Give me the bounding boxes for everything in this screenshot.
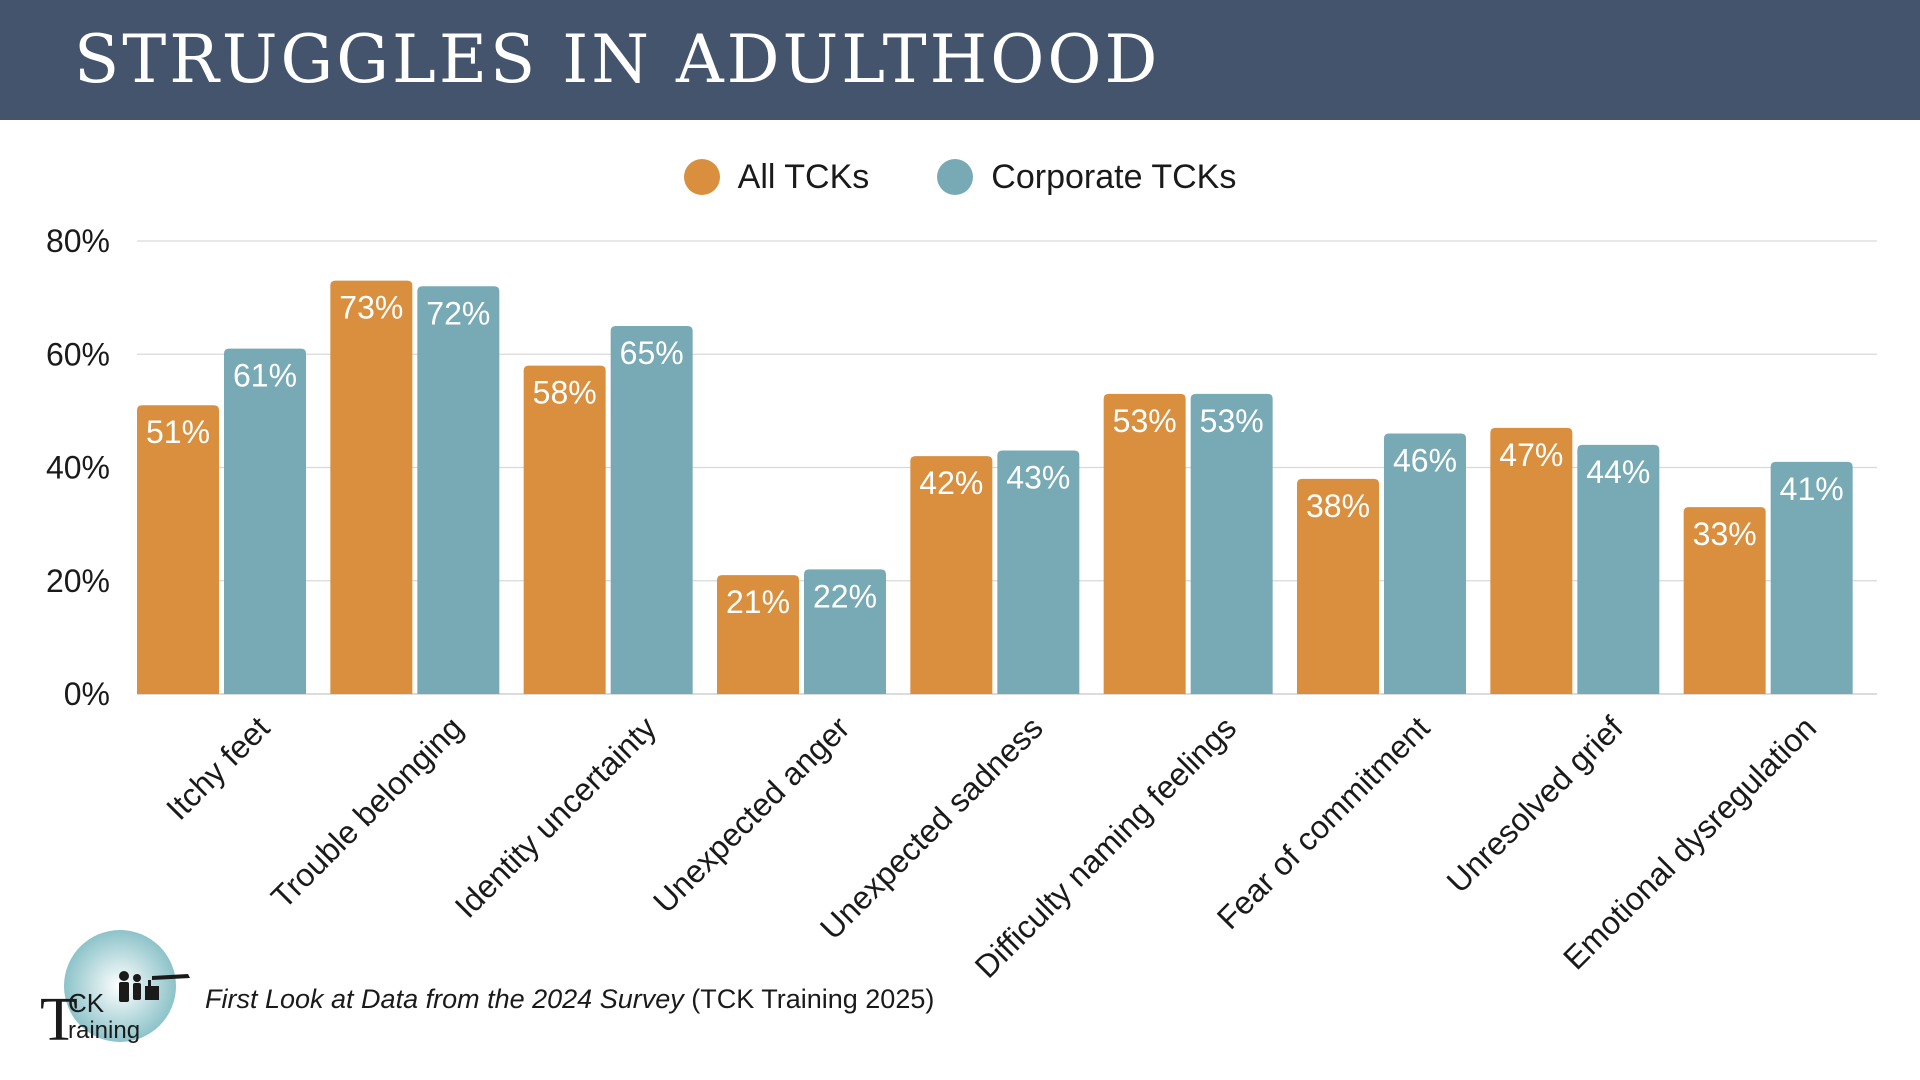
bar [804,569,886,694]
data-label: 44% [1586,454,1650,490]
data-label: 38% [1306,488,1370,524]
data-label: 21% [726,584,790,620]
data-label: 43% [1006,460,1070,496]
legend-label-corporate-tcks: Corporate TCKs [991,157,1237,196]
bar [137,405,219,694]
legend-swatch-all-tcks [683,159,720,195]
chart-legend: All TCKs Corporate TCKs [0,150,1920,204]
category-label: Itchy feet [159,709,276,826]
logo-text-ck: CK [68,988,105,1018]
data-label: 65% [620,335,684,371]
bar [523,365,606,694]
bar [1103,393,1186,694]
bar [1297,478,1379,694]
data-label: 53% [1113,403,1177,439]
logo-family-silhouette [119,971,190,1002]
bar [417,286,500,694]
bar [717,575,799,694]
y-tick-label: 40% [46,450,110,486]
data-label: 46% [1393,443,1457,479]
category-label: Identity uncertainty [448,709,663,924]
header-bar: STRUGGLES IN ADULTHOOD [0,0,1920,120]
category-label: Unexpected anger [646,709,857,920]
bar [1577,444,1660,694]
page-title: STRUGGLES IN ADULTHOOD [74,21,1161,98]
y-tick-label: 80% [46,223,110,259]
bar [1683,507,1766,694]
bar [330,280,413,694]
logo-text-raining: raining [68,1017,140,1044]
data-label: 73% [339,290,403,326]
source-attribution: (TCK Training 2025) [683,984,935,1014]
tck-training-logo: T CK raining [40,930,190,1044]
bar [910,456,993,694]
legend-label-all-tcks: All TCKs [737,157,870,196]
category-label: Fear of commitment [1210,709,1437,936]
bar [1490,427,1573,694]
bar [1384,433,1466,694]
y-tick-label: 20% [46,563,110,599]
legend-swatch-corporate-tcks [937,159,974,195]
category-label: Trouble belonging [264,709,470,915]
data-label: 58% [533,375,597,411]
data-label: 51% [146,414,210,450]
legend-item-corporate-tcks: Corporate TCKs [937,158,1236,197]
bar [1770,461,1853,694]
bar [1190,393,1273,694]
logo-letter-t: T [40,986,78,1044]
data-label: 61% [233,358,297,394]
category-label: Unexpected sadness [813,709,1050,946]
bar [610,325,693,694]
data-label: 41% [1780,471,1844,507]
source-citation: First Look at Data from the 2024 Survey … [205,984,934,1015]
category-label: Unresolved grief [1440,709,1630,899]
data-label: 72% [426,295,490,331]
data-label: 42% [919,465,983,501]
y-tick-label: 0% [64,676,110,712]
y-tick-label: 60% [46,336,110,372]
data-label: 53% [1200,403,1264,439]
data-label: 22% [813,578,877,614]
data-label: 33% [1693,516,1757,552]
bar [997,450,1080,694]
data-label: 47% [1499,437,1563,473]
legend-item-all-tcks: All TCKs [683,157,870,197]
source-title: First Look at Data from the 2024 Survey [205,984,684,1014]
bar [224,348,306,694]
